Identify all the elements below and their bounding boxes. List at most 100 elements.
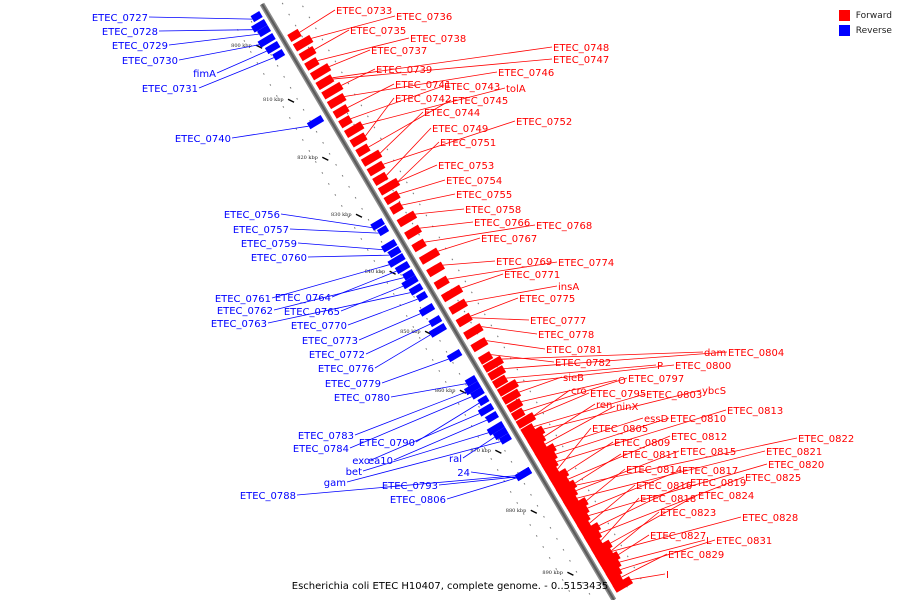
leader-line: [618, 534, 650, 555]
reverse-gene-label: ETEC_0763: [211, 319, 267, 330]
leader-line: [216, 50, 267, 74]
minor-tick: [529, 524, 532, 526]
forward-gene-label: O: [618, 376, 626, 387]
reverse-gene: [257, 33, 276, 48]
leader-line: [621, 553, 668, 578]
reverse-gene: [463, 381, 482, 396]
leader-line: [610, 494, 698, 544]
forward-gene: [343, 121, 365, 138]
minor-tick: [543, 515, 545, 518]
forward-gene: [360, 154, 374, 165]
forward-gene: [609, 573, 624, 587]
legend-reverse: Reverse: [838, 23, 892, 38]
forward-gene: [326, 97, 339, 108]
minor-tick: [386, 148, 389, 151]
forward-gene-label: ETEC_0822: [798, 434, 854, 445]
forward-gene-label: ETEC_0813: [727, 406, 783, 417]
leader-line: [362, 87, 506, 126]
forward-gene: [349, 135, 361, 146]
backbone-layer: [259, 2, 617, 600]
minor-tick: [457, 299, 459, 302]
minor-tick: [288, 117, 291, 119]
forward-gene: [389, 201, 404, 215]
forward-gene: [496, 379, 520, 397]
minor-tick: [535, 535, 538, 537]
reverse-swatch: [838, 25, 850, 36]
forward-gene-label: ETEC_0821: [766, 447, 822, 458]
minor-tick: [294, 24, 297, 27]
minor-tick: [490, 458, 493, 460]
forward-gene-label: ETEC_0782: [555, 358, 611, 369]
minor-tick: [341, 174, 344, 177]
leader-line: [381, 358, 449, 384]
forward-gene: [315, 78, 326, 88]
forward-gene: [366, 160, 386, 177]
forward-gene: [292, 39, 304, 50]
minor-tick: [282, 106, 285, 108]
minor-tick: [465, 383, 467, 386]
minor-tick: [400, 273, 402, 276]
forward-gene: [612, 581, 623, 591]
reverse-gene-label: ETEC_0729: [112, 41, 168, 52]
reverse-gene: [306, 115, 325, 130]
forward-gene: [321, 81, 344, 100]
reverse-gene-label: ETEC_0790: [359, 438, 415, 449]
minor-tick: [308, 150, 311, 152]
forward-gene-label: ETEC_0746: [498, 68, 554, 79]
leader-line: [329, 49, 371, 68]
minor-tick: [425, 214, 428, 217]
minor-tick: [367, 218, 370, 221]
forward-gene-label: ETEC_0810: [670, 414, 726, 425]
reverse-gene-label: ETEC_0728: [102, 27, 158, 38]
reverse-gene: [401, 275, 419, 290]
leader-line: [557, 427, 592, 470]
forward-gene: [506, 398, 524, 413]
backbone-line: [261, 3, 615, 600]
forward-gene: [534, 448, 548, 459]
leader-line: [317, 37, 410, 62]
leader-line: [543, 403, 596, 437]
minor-tick: [464, 280, 467, 283]
minor-tick: [346, 112, 349, 115]
forward-gene-label: ETEC_0781: [546, 345, 602, 356]
forward-gene-label: tolA: [506, 84, 526, 95]
minor-tick: [633, 566, 636, 569]
forward-gene-label: ETEC_0814: [626, 465, 682, 476]
minor-tick: [302, 5, 304, 8]
forward-gene-label: ETEC_0823: [660, 508, 716, 519]
leader-line: [311, 15, 396, 39]
forward-gene: [470, 339, 484, 351]
reverse-gene: [257, 25, 272, 38]
legend-forward-label: Forward: [855, 10, 892, 21]
leader-line: [438, 476, 520, 486]
reverse-gene: [498, 433, 512, 445]
leader-line: [340, 285, 404, 312]
forward-gene: [304, 58, 317, 69]
leader-line: [554, 417, 644, 447]
minor-tick: [542, 546, 545, 548]
reverse-gene: [486, 421, 505, 436]
minor-tick: [360, 238, 363, 240]
legend-reverse-label: Reverse: [855, 25, 892, 36]
minor-tick: [569, 559, 571, 562]
minor-tick: [301, 35, 303, 38]
minor-tick: [588, 592, 591, 595]
leader-line: [533, 393, 646, 428]
forward-gene: [482, 361, 494, 371]
reverse-gene: [428, 323, 448, 338]
minor-tick: [380, 240, 383, 243]
forward-gene: [573, 512, 591, 527]
minor-tick: [321, 38, 324, 41]
minor-tick: [347, 216, 350, 218]
major-tick: [321, 156, 329, 161]
leader-line: [599, 476, 745, 534]
forward-gene-label: ETEC_0829: [668, 550, 724, 561]
minor-tick: [463, 310, 466, 313]
minor-tick: [263, 73, 265, 75]
forward-gene: [332, 104, 350, 119]
forward-gene: [580, 522, 602, 539]
leader-line: [383, 120, 516, 165]
forward-gene-label: ETEC_0804: [728, 348, 784, 359]
forward-gene-label: ETEC_0818: [640, 494, 696, 505]
legend: Forward Reverse: [838, 8, 892, 38]
